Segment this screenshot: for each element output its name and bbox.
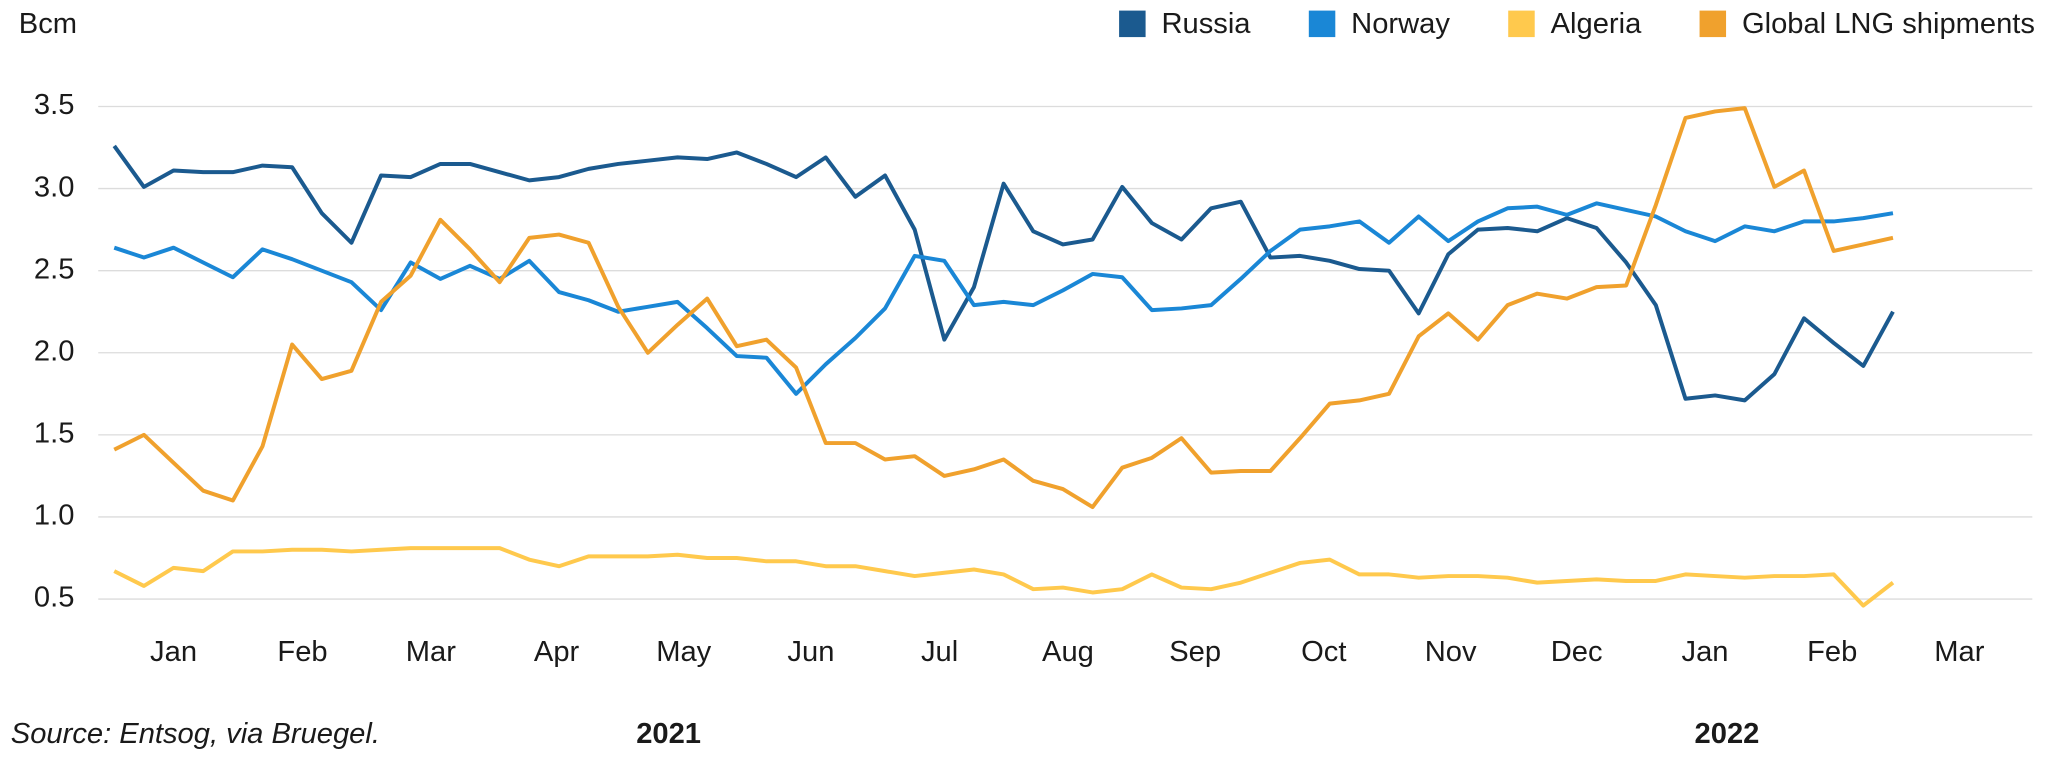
series-line: [112, 144, 1895, 403]
y-axis-label: Bcm: [19, 8, 77, 40]
y-tick-label: 1.5: [34, 418, 75, 450]
year-label: 2022: [1695, 718, 1760, 750]
y-tick-label: 3.0: [34, 171, 75, 203]
x-tick-label: Sep: [1169, 636, 1221, 668]
x-tick-label: Mar: [1934, 636, 1984, 668]
x-tick-label: Aug: [1042, 636, 1094, 668]
source-note: Source: Entsog, via Bruegel.: [11, 718, 380, 750]
y-tick-label: 3.5: [34, 89, 75, 121]
x-tick-label: Feb: [1807, 636, 1857, 668]
legend-swatch: [1119, 10, 1146, 38]
legend-label: Norway: [1351, 8, 1450, 40]
year-label: 2021: [636, 718, 701, 750]
legend-label: Russia: [1161, 8, 1251, 40]
y-tick-label: 2.5: [34, 253, 75, 285]
x-tick-label: Jul: [921, 636, 958, 668]
y-tick-label: 1.0: [34, 500, 75, 532]
x-tick-label: Dec: [1551, 636, 1603, 668]
x-tick-label: Oct: [1301, 636, 1346, 668]
x-tick-label: Apr: [534, 636, 580, 668]
x-tick-label: Jun: [787, 636, 834, 668]
x-tick-label: Mar: [406, 636, 456, 668]
legend-swatch: [1508, 10, 1535, 38]
series-line: [113, 106, 1894, 510]
series-line: [113, 546, 1895, 608]
legend-swatch: [1308, 10, 1336, 38]
x-tick-label: Jan: [1682, 636, 1729, 668]
series-line: [113, 201, 1894, 396]
x-tick-label: May: [656, 636, 711, 668]
legend-label: Algeria: [1551, 8, 1642, 40]
x-tick-label: Feb: [277, 636, 327, 668]
x-tick-label: Nov: [1425, 636, 1477, 668]
y-tick-label: 0.5: [34, 582, 75, 614]
x-tick-label: Jan: [150, 636, 197, 668]
legend-swatch: [1699, 10, 1727, 38]
legend-label: Global LNG shipments: [1742, 8, 2035, 40]
y-tick-label: 2.0: [34, 335, 75, 367]
